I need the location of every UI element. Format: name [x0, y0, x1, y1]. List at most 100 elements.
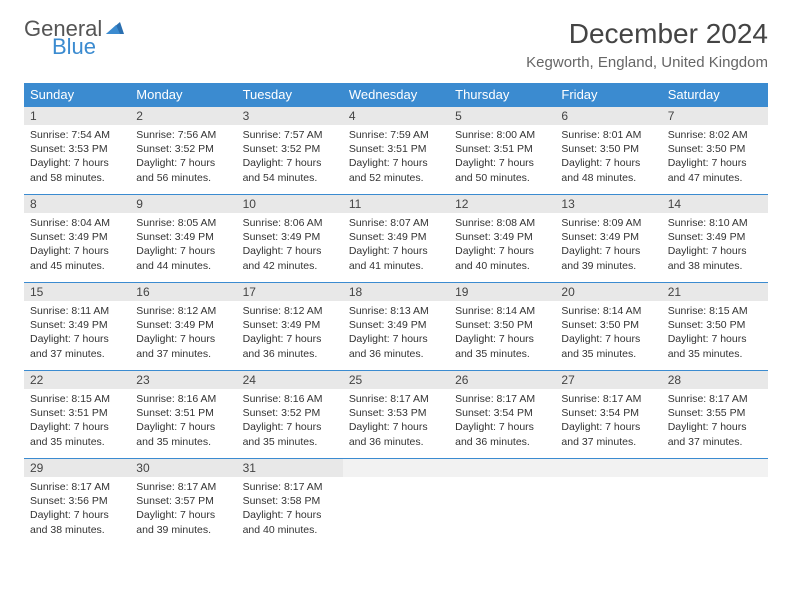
calendar-cell: 7Sunrise: 8:02 AMSunset: 3:50 PMDaylight… — [662, 107, 768, 195]
logo-word-2: Blue — [52, 36, 124, 58]
day-number: 23 — [130, 371, 236, 389]
sunset-text: Sunset: 3:49 PM — [668, 230, 762, 244]
daylight-text: Daylight: 7 hours and 35 minutes. — [136, 420, 230, 448]
sunrise-text: Sunrise: 8:00 AM — [455, 128, 549, 142]
daylight-text: Daylight: 7 hours and 38 minutes. — [30, 508, 124, 536]
day-number: 13 — [555, 195, 661, 213]
day-number-empty — [449, 459, 555, 477]
sunrise-text: Sunrise: 8:01 AM — [561, 128, 655, 142]
sunrise-text: Sunrise: 8:13 AM — [349, 304, 443, 318]
weekday-header: Sunday — [24, 83, 130, 107]
day-number-empty — [343, 459, 449, 477]
day-number: 27 — [555, 371, 661, 389]
calendar-cell: 26Sunrise: 8:17 AMSunset: 3:54 PMDayligh… — [449, 371, 555, 459]
sunrise-text: Sunrise: 8:16 AM — [136, 392, 230, 406]
sunset-text: Sunset: 3:52 PM — [136, 142, 230, 156]
day-info: Sunrise: 8:12 AMSunset: 3:49 PMDaylight:… — [130, 301, 236, 365]
calendar-cell: 13Sunrise: 8:09 AMSunset: 3:49 PMDayligh… — [555, 195, 661, 283]
sunrise-text: Sunrise: 8:17 AM — [243, 480, 337, 494]
calendar-cell: 20Sunrise: 8:14 AMSunset: 3:50 PMDayligh… — [555, 283, 661, 371]
daylight-text: Daylight: 7 hours and 35 minutes. — [243, 420, 337, 448]
daylight-text: Daylight: 7 hours and 50 minutes. — [455, 156, 549, 184]
sunset-text: Sunset: 3:49 PM — [30, 318, 124, 332]
day-number: 1 — [24, 107, 130, 125]
day-info: Sunrise: 7:57 AMSunset: 3:52 PMDaylight:… — [237, 125, 343, 189]
day-info: Sunrise: 8:13 AMSunset: 3:49 PMDaylight:… — [343, 301, 449, 365]
weekday-header: Monday — [130, 83, 236, 107]
day-number: 8 — [24, 195, 130, 213]
weekday-header: Tuesday — [237, 83, 343, 107]
sunset-text: Sunset: 3:52 PM — [243, 406, 337, 420]
sunset-text: Sunset: 3:51 PM — [349, 142, 443, 156]
weekday-header: Wednesday — [343, 83, 449, 107]
calendar-cell: 17Sunrise: 8:12 AMSunset: 3:49 PMDayligh… — [237, 283, 343, 371]
sunset-text: Sunset: 3:50 PM — [668, 318, 762, 332]
calendar-cell-empty — [662, 459, 768, 547]
sunrise-text: Sunrise: 7:59 AM — [349, 128, 443, 142]
day-info: Sunrise: 8:14 AMSunset: 3:50 PMDaylight:… — [555, 301, 661, 365]
day-number: 9 — [130, 195, 236, 213]
daylight-text: Daylight: 7 hours and 35 minutes. — [668, 332, 762, 360]
day-number: 12 — [449, 195, 555, 213]
sunset-text: Sunset: 3:49 PM — [136, 230, 230, 244]
sunrise-text: Sunrise: 8:12 AM — [136, 304, 230, 318]
day-number: 5 — [449, 107, 555, 125]
sunrise-text: Sunrise: 8:15 AM — [668, 304, 762, 318]
daylight-text: Daylight: 7 hours and 37 minutes. — [136, 332, 230, 360]
calendar-cell: 5Sunrise: 8:00 AMSunset: 3:51 PMDaylight… — [449, 107, 555, 195]
sunset-text: Sunset: 3:49 PM — [349, 318, 443, 332]
daylight-text: Daylight: 7 hours and 36 minutes. — [349, 420, 443, 448]
daylight-text: Daylight: 7 hours and 36 minutes. — [349, 332, 443, 360]
day-number: 16 — [130, 283, 236, 301]
calendar-row: 22Sunrise: 8:15 AMSunset: 3:51 PMDayligh… — [24, 371, 768, 459]
sunrise-text: Sunrise: 8:14 AM — [561, 304, 655, 318]
day-info: Sunrise: 8:14 AMSunset: 3:50 PMDaylight:… — [449, 301, 555, 365]
sunset-text: Sunset: 3:54 PM — [561, 406, 655, 420]
calendar-cell-empty — [555, 459, 661, 547]
calendar-cell: 11Sunrise: 8:07 AMSunset: 3:49 PMDayligh… — [343, 195, 449, 283]
sunrise-text: Sunrise: 7:56 AM — [136, 128, 230, 142]
daylight-text: Daylight: 7 hours and 54 minutes. — [243, 156, 337, 184]
day-info: Sunrise: 7:54 AMSunset: 3:53 PMDaylight:… — [24, 125, 130, 189]
daylight-text: Daylight: 7 hours and 38 minutes. — [668, 244, 762, 272]
calendar-cell: 6Sunrise: 8:01 AMSunset: 3:50 PMDaylight… — [555, 107, 661, 195]
day-number-empty — [662, 459, 768, 477]
sunrise-text: Sunrise: 8:07 AM — [349, 216, 443, 230]
day-number: 18 — [343, 283, 449, 301]
day-number: 15 — [24, 283, 130, 301]
calendar-cell: 31Sunrise: 8:17 AMSunset: 3:58 PMDayligh… — [237, 459, 343, 547]
calendar-cell: 1Sunrise: 7:54 AMSunset: 3:53 PMDaylight… — [24, 107, 130, 195]
daylight-text: Daylight: 7 hours and 35 minutes. — [455, 332, 549, 360]
calendar-cell: 23Sunrise: 8:16 AMSunset: 3:51 PMDayligh… — [130, 371, 236, 459]
sunset-text: Sunset: 3:50 PM — [455, 318, 549, 332]
calendar-cell: 3Sunrise: 7:57 AMSunset: 3:52 PMDaylight… — [237, 107, 343, 195]
day-number: 3 — [237, 107, 343, 125]
daylight-text: Daylight: 7 hours and 52 minutes. — [349, 156, 443, 184]
calendar-cell: 30Sunrise: 8:17 AMSunset: 3:57 PMDayligh… — [130, 459, 236, 547]
calendar-cell: 29Sunrise: 8:17 AMSunset: 3:56 PMDayligh… — [24, 459, 130, 547]
calendar-cell-empty — [449, 459, 555, 547]
sunset-text: Sunset: 3:49 PM — [561, 230, 655, 244]
day-number: 24 — [237, 371, 343, 389]
sunrise-text: Sunrise: 8:11 AM — [30, 304, 124, 318]
day-number: 29 — [24, 459, 130, 477]
sunrise-text: Sunrise: 8:17 AM — [668, 392, 762, 406]
daylight-text: Daylight: 7 hours and 39 minutes. — [136, 508, 230, 536]
sunset-text: Sunset: 3:56 PM — [30, 494, 124, 508]
weekday-header-row: Sunday Monday Tuesday Wednesday Thursday… — [24, 83, 768, 107]
sunset-text: Sunset: 3:52 PM — [243, 142, 337, 156]
header: General Blue December 2024 Kegworth, Eng… — [24, 18, 768, 71]
sunset-text: Sunset: 3:58 PM — [243, 494, 337, 508]
day-number: 31 — [237, 459, 343, 477]
day-info: Sunrise: 8:07 AMSunset: 3:49 PMDaylight:… — [343, 213, 449, 277]
sunset-text: Sunset: 3:54 PM — [455, 406, 549, 420]
sunset-text: Sunset: 3:50 PM — [561, 142, 655, 156]
sunset-text: Sunset: 3:49 PM — [455, 230, 549, 244]
daylight-text: Daylight: 7 hours and 42 minutes. — [243, 244, 337, 272]
sunset-text: Sunset: 3:53 PM — [30, 142, 124, 156]
calendar-cell: 19Sunrise: 8:14 AMSunset: 3:50 PMDayligh… — [449, 283, 555, 371]
day-number: 7 — [662, 107, 768, 125]
location-text: Kegworth, England, United Kingdom — [526, 54, 768, 71]
calendar-cell: 12Sunrise: 8:08 AMSunset: 3:49 PMDayligh… — [449, 195, 555, 283]
calendar-cell: 24Sunrise: 8:16 AMSunset: 3:52 PMDayligh… — [237, 371, 343, 459]
